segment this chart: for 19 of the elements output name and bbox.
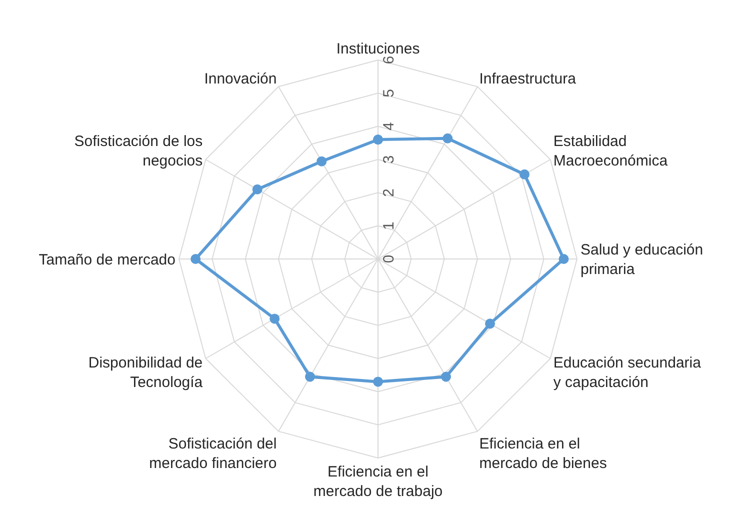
y-tick-label: 3 [380, 155, 398, 164]
spoke-label: Tamaño de mercado [38, 251, 176, 268]
spoke-label: Disponibilidad de Tecnología [88, 354, 204, 391]
spoke-label: Eficiencia en el mercado de bienes [479, 436, 607, 472]
spoke-label: Innovación [204, 70, 277, 88]
y-tick-label: 0 [380, 254, 398, 264]
y-tick-label: 6 [380, 56, 398, 64]
spoke-label: Estabilidad Macroeconómica [553, 133, 668, 170]
spoke-label: Sofisticación de los negocios [74, 133, 203, 170]
y-tick-label: 5 [380, 89, 398, 98]
spoke-label: Salud y educación primaria [580, 242, 704, 278]
spoke-label: Educación secundaria y capacitación [553, 354, 702, 391]
y-tick-label: 2 [380, 188, 398, 197]
spoke-label: Sofisticación del mercado financiero [149, 436, 277, 472]
y-tick-label: 1 [380, 222, 398, 230]
spoke-label: Infraestructura [479, 70, 577, 88]
y-tick-label: 4 [380, 122, 398, 130]
spoke-label: Instituciones [336, 40, 420, 58]
spoke-label: Eficiencia en el mercado de trabajo [313, 464, 443, 500]
